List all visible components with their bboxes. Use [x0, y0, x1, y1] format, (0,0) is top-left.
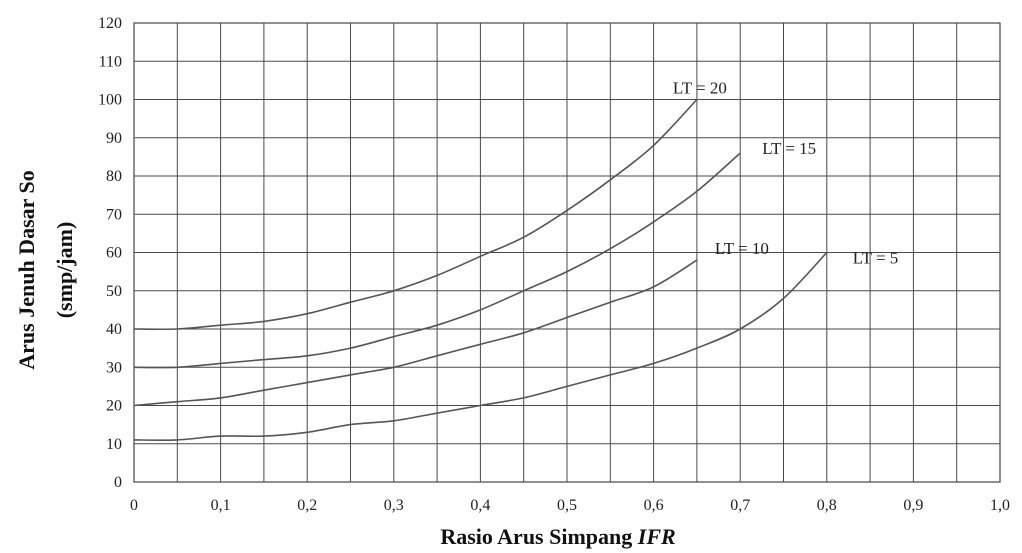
y-tick-label: 100 — [98, 92, 122, 109]
series-label: LT = 10 — [715, 239, 769, 258]
y-tick-label: 50 — [106, 283, 122, 300]
x-tick-label: 0,9 — [903, 497, 923, 514]
y-tick-label: 40 — [106, 321, 122, 338]
y-tick-label: 60 — [106, 245, 122, 262]
y-tick-label: 70 — [106, 206, 122, 223]
series-line — [133, 259, 698, 407]
x-tick-label: 0,7 — [730, 497, 750, 514]
y-tick-label: 80 — [106, 168, 122, 185]
series-label: LT = 15 — [762, 139, 816, 158]
tick-labels: 0 10 20 30 40 50 60 70 80 90 100 110 120 0 0,1 0,2 0,3 0,… — [98, 15, 1010, 514]
grid — [133, 22, 1001, 483]
series-label: LT = 5 — [853, 249, 899, 268]
series-line — [133, 251, 828, 442]
x-tick-label: 0,8 — [817, 497, 837, 514]
x-tick-label: 0,3 — [384, 497, 404, 514]
series-line — [133, 98, 698, 331]
series-line — [133, 152, 741, 369]
x-tick-label: 0,1 — [211, 497, 231, 514]
x-axis-title: Rasio Arus Simpang IFR — [440, 524, 675, 549]
x-tick-label: 0 — [130, 497, 138, 514]
y-axis-title-line1: Arus Jenuh Dasar So — [14, 170, 39, 369]
y-axis-title-line2: (smp/jam) — [52, 222, 77, 319]
series-label: LT = 20 — [673, 79, 727, 98]
y-tick-label: 30 — [106, 359, 122, 376]
x-tick-label: 0,5 — [557, 497, 577, 514]
y-tick-label: 20 — [106, 398, 122, 415]
x-tick-label: 0,2 — [297, 497, 317, 514]
y-tick-label: 0 — [114, 474, 122, 491]
y-tick-label: 110 — [99, 53, 122, 70]
x-tick-label: 0,4 — [470, 497, 490, 514]
series-curves — [133, 98, 828, 442]
x-tick-label: 1,0 — [990, 497, 1010, 514]
series-labels: LT = 20 LT = 15 LT = 10 LT = 5 — [673, 79, 898, 268]
y-tick-label: 10 — [106, 436, 122, 453]
x-tick-label: 0,6 — [644, 497, 664, 514]
y-tick-label: 120 — [98, 15, 122, 32]
y-tick-label: 90 — [106, 130, 122, 147]
